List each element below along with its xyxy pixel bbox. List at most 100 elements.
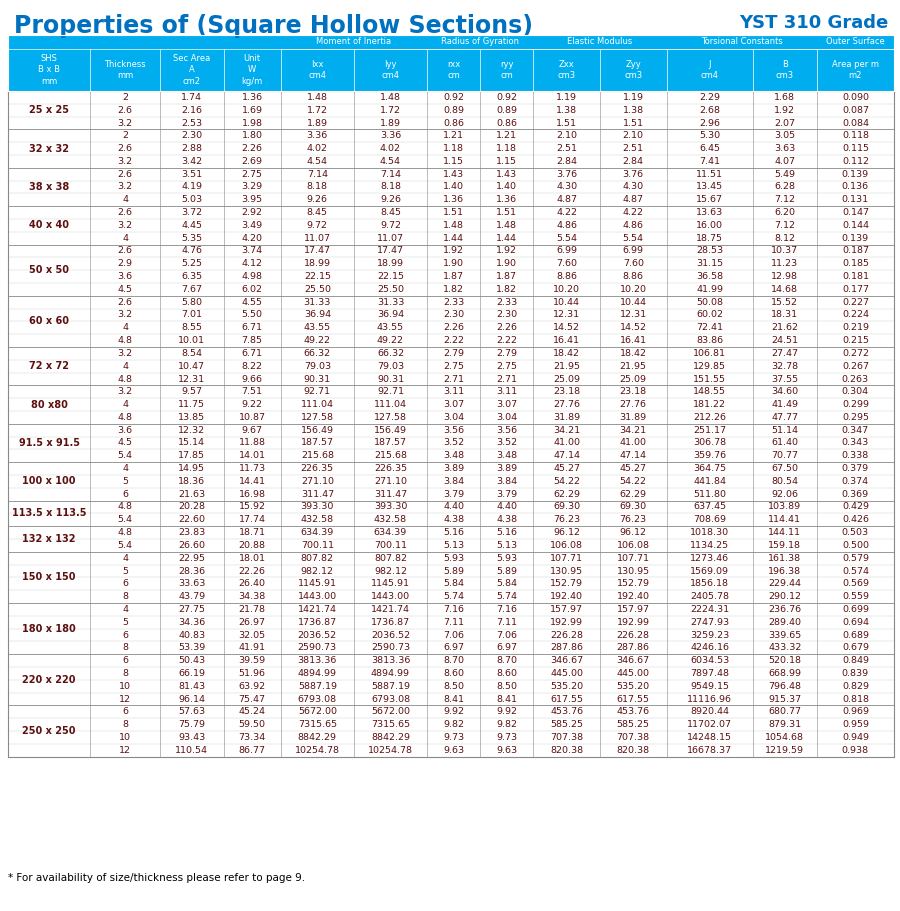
Text: 32.78: 32.78 — [771, 362, 798, 371]
Text: 2.16: 2.16 — [181, 106, 202, 115]
Text: 150 x 150: 150 x 150 — [22, 572, 76, 582]
Text: 106.08: 106.08 — [550, 541, 583, 550]
Text: 915.37: 915.37 — [769, 694, 802, 703]
Text: 40 x 40: 40 x 40 — [29, 220, 69, 230]
Text: 8.60: 8.60 — [443, 669, 464, 678]
Text: 192.99: 192.99 — [616, 618, 650, 627]
Text: 2.75: 2.75 — [497, 362, 518, 371]
Text: 0.86: 0.86 — [443, 118, 464, 128]
Text: 13.85: 13.85 — [178, 413, 205, 422]
Text: 4.8: 4.8 — [118, 413, 132, 422]
Text: 2.30: 2.30 — [496, 311, 518, 320]
Text: 5.50: 5.50 — [241, 311, 263, 320]
Text: 11.07: 11.07 — [377, 234, 404, 242]
Text: 1.92: 1.92 — [443, 247, 464, 255]
Text: 54.22: 54.22 — [620, 476, 647, 486]
Text: 290.12: 290.12 — [769, 592, 801, 601]
Text: 1.44: 1.44 — [497, 234, 518, 242]
Text: 50 x 50: 50 x 50 — [29, 265, 69, 275]
Text: 2.30: 2.30 — [181, 131, 202, 140]
Text: 8: 8 — [122, 669, 128, 678]
Text: 21.95: 21.95 — [554, 362, 580, 371]
Text: 6: 6 — [122, 490, 128, 498]
Text: 3813.36: 3813.36 — [298, 656, 337, 665]
Text: 92.71: 92.71 — [304, 387, 331, 396]
Text: 4.02: 4.02 — [307, 144, 328, 153]
Text: 2.84: 2.84 — [556, 157, 577, 166]
Text: 49.22: 49.22 — [377, 336, 404, 345]
Text: 2.51: 2.51 — [556, 144, 577, 153]
Text: 23.83: 23.83 — [178, 528, 205, 537]
Text: 34.36: 34.36 — [178, 618, 205, 627]
Text: 34.21: 34.21 — [620, 425, 647, 435]
Text: 4.87: 4.87 — [556, 195, 577, 204]
Text: 5.54: 5.54 — [623, 234, 644, 242]
Text: 1.18: 1.18 — [497, 144, 518, 153]
Text: 53.39: 53.39 — [178, 643, 205, 652]
Text: 0.569: 0.569 — [842, 579, 868, 589]
Text: 4.20: 4.20 — [241, 234, 263, 242]
Text: * For availability of size/thickness please refer to page 9.: * For availability of size/thickness ple… — [8, 873, 305, 883]
Text: 96.14: 96.14 — [178, 694, 205, 703]
Text: 96.12: 96.12 — [554, 528, 580, 537]
Text: 14.41: 14.41 — [238, 476, 266, 486]
Text: 7.12: 7.12 — [774, 195, 796, 204]
Text: J
cm4: J cm4 — [701, 60, 719, 80]
Text: 0.938: 0.938 — [842, 746, 869, 754]
Text: 2590.73: 2590.73 — [298, 643, 337, 652]
Text: 144.11: 144.11 — [769, 528, 801, 537]
Text: 1145.91: 1145.91 — [371, 579, 410, 589]
Text: 8.55: 8.55 — [181, 323, 202, 333]
Text: 0.118: 0.118 — [842, 131, 868, 140]
Text: 13.63: 13.63 — [696, 208, 724, 217]
Text: 18.36: 18.36 — [178, 476, 205, 486]
Text: 707.38: 707.38 — [616, 733, 650, 742]
Text: 7.14: 7.14 — [307, 169, 328, 179]
Text: 3.84: 3.84 — [443, 476, 464, 486]
Text: 393.30: 393.30 — [374, 503, 407, 511]
Text: 5.54: 5.54 — [556, 234, 577, 242]
Text: 21.63: 21.63 — [178, 490, 205, 498]
Text: 66.32: 66.32 — [377, 349, 404, 358]
Text: Torsional Constants: Torsional Constants — [701, 37, 783, 46]
Text: 1.40: 1.40 — [497, 182, 518, 191]
Text: 3.56: 3.56 — [496, 425, 518, 435]
Text: 93.43: 93.43 — [178, 733, 205, 742]
Text: 5: 5 — [122, 567, 128, 576]
Text: 12.32: 12.32 — [178, 425, 205, 435]
Text: 5.30: 5.30 — [699, 131, 720, 140]
Text: 1.19: 1.19 — [556, 93, 577, 102]
Text: 1736.87: 1736.87 — [371, 618, 410, 627]
Text: 1134.25: 1134.25 — [690, 541, 729, 550]
Text: 1.72: 1.72 — [380, 106, 401, 115]
Text: 2.68: 2.68 — [699, 106, 720, 115]
Text: 7.60: 7.60 — [556, 260, 577, 269]
Bar — [8, 168, 894, 206]
Text: 10.44: 10.44 — [620, 298, 647, 307]
Text: 11.75: 11.75 — [178, 400, 205, 409]
Text: 617.55: 617.55 — [550, 694, 583, 703]
Text: 2.79: 2.79 — [443, 349, 464, 358]
Text: 1.87: 1.87 — [443, 272, 464, 281]
Text: 62.29: 62.29 — [620, 490, 647, 498]
Text: 1.36: 1.36 — [496, 195, 518, 204]
Text: 0.374: 0.374 — [842, 476, 869, 486]
Text: 634.39: 634.39 — [374, 528, 407, 537]
Text: 8.12: 8.12 — [774, 234, 796, 242]
Text: 8.86: 8.86 — [623, 272, 644, 281]
Text: 41.00: 41.00 — [554, 438, 580, 447]
Text: 8.60: 8.60 — [497, 669, 518, 678]
Text: 0.131: 0.131 — [842, 195, 869, 204]
Text: 5.03: 5.03 — [181, 195, 202, 204]
Text: 311.47: 311.47 — [301, 490, 334, 498]
Text: 0.379: 0.379 — [842, 464, 869, 473]
Text: 80 x80: 80 x80 — [31, 400, 68, 410]
Text: 70.77: 70.77 — [771, 451, 798, 460]
Text: 2.6: 2.6 — [118, 169, 132, 179]
Text: 4.38: 4.38 — [496, 516, 518, 525]
Text: 14.52: 14.52 — [620, 323, 647, 333]
Text: 0.574: 0.574 — [842, 567, 868, 576]
Text: 6.71: 6.71 — [241, 349, 263, 358]
Text: 8.45: 8.45 — [380, 208, 401, 217]
Text: 4: 4 — [122, 362, 128, 371]
